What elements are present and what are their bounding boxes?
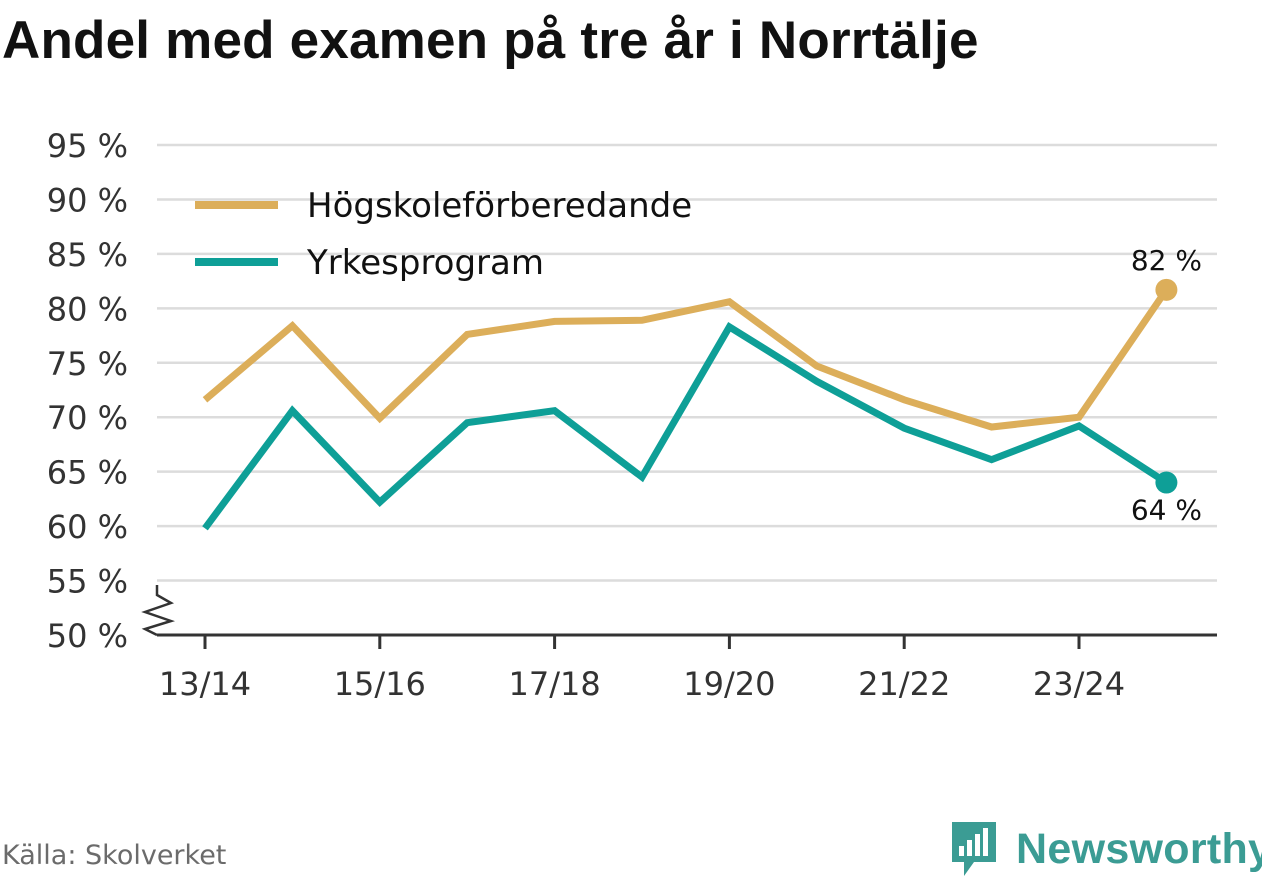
series-lines bbox=[202, 278, 1178, 531]
chart-title: Andel med examen på tre år i Norrtälje bbox=[2, 11, 979, 70]
y-tick-label: 95 % bbox=[47, 127, 128, 165]
x-tick-label: 23/24 bbox=[1033, 665, 1125, 703]
brand-logo: Newsworthy bbox=[950, 820, 1262, 878]
y-tick-label: 70 % bbox=[47, 399, 128, 437]
y-tick-label: 75 % bbox=[47, 345, 128, 383]
y-tick-label: 90 % bbox=[47, 181, 128, 219]
end-labels: 82 % 64 % bbox=[1131, 244, 1202, 527]
axis-break-marker bbox=[141, 585, 176, 637]
brand-name: Newsworthy bbox=[1016, 824, 1262, 873]
source-note: Källa: Skolverket bbox=[2, 840, 227, 871]
y-tick-label: 55 % bbox=[47, 563, 128, 601]
x-tick-label: 15/16 bbox=[334, 665, 426, 703]
series-line-1 bbox=[202, 287, 1170, 431]
newsworthy-logo-icon bbox=[952, 822, 996, 876]
y-tick-label: 60 % bbox=[47, 508, 128, 546]
legend: Högskoleförberedande Yrkesprogram bbox=[195, 186, 692, 283]
x-tick-label: 17/18 bbox=[508, 665, 600, 703]
x-tick-label: 21/22 bbox=[858, 665, 950, 703]
end-label: 82 % bbox=[1131, 244, 1202, 277]
end-point-marker bbox=[1155, 278, 1178, 301]
x-tick-label: 13/14 bbox=[159, 665, 251, 703]
x-axis: 13/14 15/16 17/18 19/20 21/22 23/24 bbox=[141, 585, 1217, 703]
y-axis-ticks: 50 % 55 % 60 % 65 % 70 % 75 % 80 % 85 % 90 % 95 % bbox=[47, 127, 128, 655]
y-tick-label: 85 % bbox=[47, 236, 128, 274]
end-point-marker bbox=[1155, 471, 1178, 494]
y-tick-label: 80 % bbox=[47, 290, 128, 328]
end-label: 64 % bbox=[1131, 494, 1202, 527]
y-tick-label: 50 % bbox=[47, 617, 128, 655]
series-line-2 bbox=[202, 321, 1169, 531]
legend-label: Yrkesprogram bbox=[306, 243, 544, 283]
legend-label: Högskoleförberedande bbox=[307, 186, 692, 226]
y-tick-label: 65 % bbox=[47, 454, 128, 492]
x-tick-label: 19/20 bbox=[683, 665, 775, 703]
